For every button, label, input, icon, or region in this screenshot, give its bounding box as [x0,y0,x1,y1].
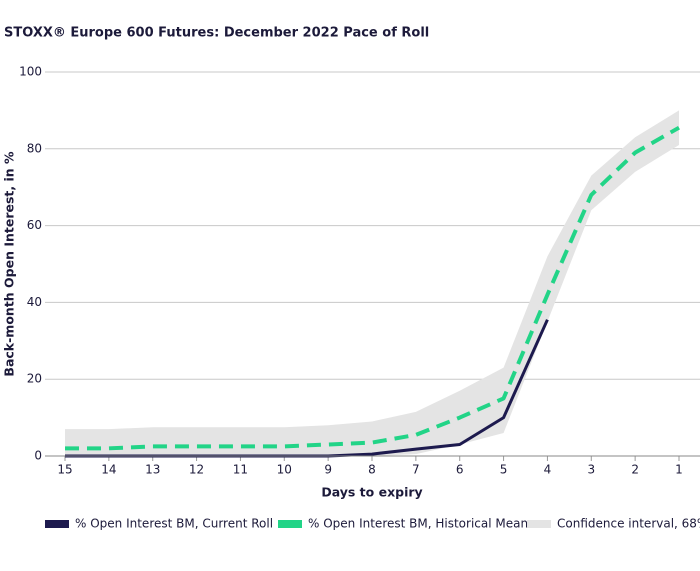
x-tick-label: 4 [544,463,552,477]
x-tick-label: 10 [277,463,292,477]
chart-title: STOXX® Europe 600 Futures: December 2022… [4,26,429,41]
x-tick-label: 11 [233,463,248,477]
x-tick-label: 6 [456,463,464,477]
x-tick-label: 15 [57,463,72,477]
y-tick-label: 60 [27,218,42,232]
x-tick-label: 8 [368,463,376,477]
y-tick-label: 0 [34,449,42,463]
series-line [65,125,680,451]
x-tick-label: 3 [587,463,595,477]
x-tick-label: 9 [324,463,332,477]
x-tick-label: 5 [500,463,508,477]
confidence-band [65,110,679,457]
x-tick-label: 12 [189,463,204,477]
x-tick-label: 2 [631,463,639,477]
x-axis-label: Days to expiry [321,485,422,500]
legend-label: % Open Interest BM, Current Roll [75,517,273,531]
legend-swatch [45,520,69,528]
legend-swatch [527,520,551,528]
y-tick-label: 80 [27,141,42,155]
legend-label: % Open Interest BM, Historical Mean [308,517,528,531]
legend-swatch [278,520,302,528]
x-tick-label: 14 [101,463,116,477]
x-tick-label: 13 [145,463,160,477]
x-tick-label: 7 [412,463,420,477]
y-tick-label: 20 [27,372,42,386]
x-tick-label: 1 [675,463,683,477]
y-tick-label: 100 [19,65,42,79]
legend-label: Confidence interval, 68% [557,517,700,531]
y-tick-label: 40 [27,295,42,309]
y-axis-label: Back-month Open Interest, in % [2,151,17,377]
